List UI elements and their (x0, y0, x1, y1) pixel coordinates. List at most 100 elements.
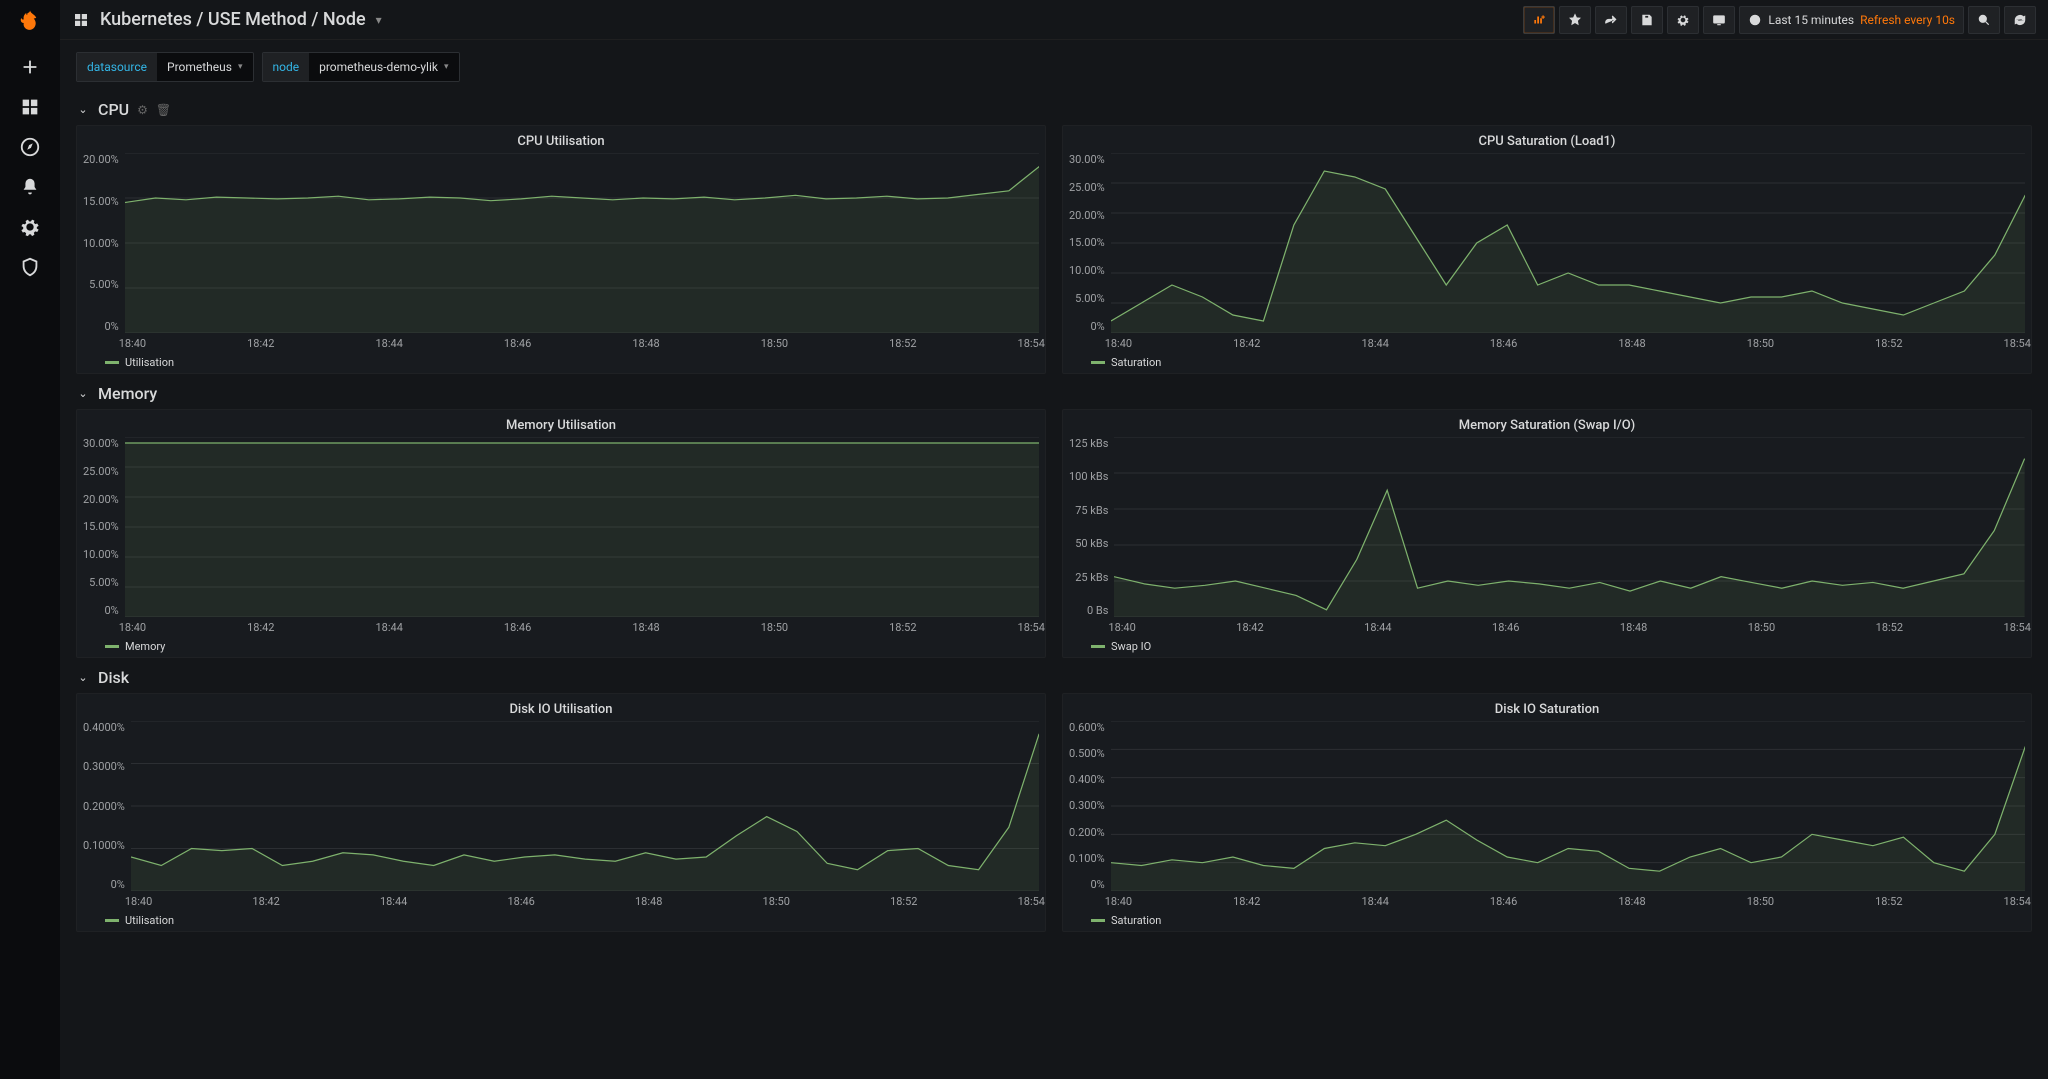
gear-icon[interactable]: ⚙ (137, 103, 148, 117)
panel-title: Disk IO Saturation (1063, 694, 2031, 721)
panel-title: Disk IO Utilisation (77, 694, 1045, 721)
chevron-down-icon: ⌄ (76, 387, 90, 400)
breadcrumb[interactable]: Kubernetes / USE Method / Node ▾ (72, 9, 382, 30)
bell-icon[interactable] (19, 176, 41, 198)
gear-icon[interactable] (19, 216, 41, 238)
datasource-variable[interactable]: datasource Prometheus▾ (76, 52, 254, 82)
panel-cpu_util[interactable]: CPU Utilisation 20.00%15.00%10.00%5.00%0… (76, 125, 1046, 374)
page-title: Kubernetes / USE Method / Node (100, 9, 366, 30)
settings-button[interactable] (1667, 6, 1699, 34)
panel-row: Memory Utilisation 30.00%25.00%20.00%15.… (76, 409, 2032, 658)
chart: 20.00%15.00%10.00%5.00%0% 18:4018:4218:4… (77, 153, 1045, 352)
share-button[interactable] (1595, 6, 1627, 34)
chevron-down-icon: ▾ (238, 62, 243, 72)
legend-swatch (1091, 645, 1105, 648)
y-axis: 0.600%0.500%0.400%0.300%0.200%0.100%0% (1069, 721, 1111, 891)
x-axis: 18:4018:4218:4418:4618:4818:5018:5218:54 (1114, 617, 2025, 636)
legend-label: Saturation (1111, 356, 1161, 369)
monitor-icon (1712, 13, 1726, 27)
row-title: CPU (98, 100, 129, 119)
x-axis: 18:4018:4218:4418:4618:4818:5018:5218:54 (1111, 333, 2025, 352)
row-header-memory[interactable]: ⌄ Memory (76, 374, 2032, 409)
panel-disk_util[interactable]: Disk IO Utilisation 0.4000%0.3000%0.2000… (76, 693, 1046, 932)
legend-swatch (105, 645, 119, 648)
variable-label: datasource (77, 53, 157, 81)
legend-swatch (105, 361, 119, 364)
time-range-label: Last 15 minutes (1768, 13, 1854, 27)
legend-label: Utilisation (125, 356, 174, 369)
clock-icon (1748, 13, 1762, 27)
zoom-out-button[interactable] (1968, 6, 2000, 34)
grafana-logo-icon[interactable] (15, 8, 45, 38)
refresh-icon (2013, 13, 2027, 27)
refresh-interval-label: Refresh every 10s (1860, 13, 1955, 27)
panel-row: Disk IO Utilisation 0.4000%0.3000%0.2000… (76, 693, 2032, 932)
panel-title: Memory Utilisation (77, 410, 1045, 437)
dashboard-content: ⌄ CPU ⚙ 🗑 CPU Utilisation 20.00%15.00%10… (60, 82, 2048, 1079)
chevron-down-icon: ⌄ (76, 671, 90, 684)
panel-title: CPU Saturation (Load1) (1063, 126, 2031, 153)
compass-icon[interactable] (19, 136, 41, 158)
gear-icon (1676, 13, 1690, 27)
legend-swatch (1091, 361, 1105, 364)
panel-disk_sat[interactable]: Disk IO Saturation 0.600%0.500%0.400%0.3… (1062, 693, 2032, 932)
legend-swatch (105, 919, 119, 922)
magnifier-icon (1977, 13, 1991, 27)
legend[interactable]: Utilisation (77, 910, 1045, 927)
panel-title: Memory Saturation (Swap I/O) (1063, 410, 2031, 437)
dashboard-grid-icon (72, 11, 90, 29)
plus-icon[interactable] (19, 56, 41, 78)
panel-row: CPU Utilisation 20.00%15.00%10.00%5.00%0… (76, 125, 2032, 374)
shield-icon[interactable] (19, 256, 41, 278)
chart: 125 kBs100 kBs75 kBs50 kBs25 kBs0 Bs 18:… (1063, 437, 2031, 636)
legend[interactable]: Saturation (1063, 352, 2031, 369)
x-axis: 18:4018:4218:4418:4618:4818:5018:5218:54 (125, 333, 1039, 352)
y-axis: 30.00%25.00%20.00%15.00%10.00%5.00%0% (83, 437, 125, 617)
chart: 0.600%0.500%0.400%0.300%0.200%0.100%0% 1… (1063, 721, 2031, 910)
bar-chart-plus-icon (1532, 13, 1546, 27)
row-header-disk[interactable]: ⌄ Disk (76, 658, 2032, 693)
legend-label: Memory (125, 640, 165, 653)
variable-value[interactable]: prometheus-demo-ylik▾ (309, 53, 458, 81)
node-variable[interactable]: node prometheus-demo-ylik▾ (262, 52, 460, 82)
legend-swatch (1091, 919, 1105, 922)
legend[interactable]: Swap IO (1063, 636, 2031, 653)
chevron-down-icon: ⌄ (76, 103, 90, 116)
panel-cpu_sat[interactable]: CPU Saturation (Load1) 30.00%25.00%20.00… (1062, 125, 2032, 374)
row-title: Disk (98, 668, 129, 687)
star-button[interactable] (1559, 6, 1591, 34)
chart: 30.00%25.00%20.00%15.00%10.00%5.00%0% 18… (77, 437, 1045, 636)
panel-mem_util[interactable]: Memory Utilisation 30.00%25.00%20.00%15.… (76, 409, 1046, 658)
x-axis: 18:4018:4218:4418:4618:4818:5018:5218:54 (125, 617, 1039, 636)
chevron-down-icon: ▾ (444, 62, 449, 72)
variable-bar: datasource Prometheus▾ node prometheus-d… (60, 40, 2048, 82)
legend-label: Utilisation (125, 914, 174, 927)
legend[interactable]: Saturation (1063, 910, 2031, 927)
x-axis: 18:4018:4218:4418:4618:4818:5018:5218:54 (131, 891, 1039, 910)
save-button[interactable] (1631, 6, 1663, 34)
sidebar (0, 0, 60, 1079)
y-axis: 125 kBs100 kBs75 kBs50 kBs25 kBs0 Bs (1069, 437, 1114, 617)
add-panel-button[interactable] (1523, 6, 1555, 34)
legend-label: Saturation (1111, 914, 1161, 927)
legend[interactable]: Memory (77, 636, 1045, 653)
row-header-cpu[interactable]: ⌄ CPU ⚙ 🗑 (76, 90, 2032, 125)
panel-title: CPU Utilisation (77, 126, 1045, 153)
time-range-picker[interactable]: Last 15 minutes Refresh every 10s (1739, 6, 1964, 34)
apps-icon[interactable] (19, 96, 41, 118)
chevron-down-icon: ▾ (376, 13, 382, 27)
chart: 30.00%25.00%20.00%15.00%10.00%5.00%0% 18… (1063, 153, 2031, 352)
variable-value[interactable]: Prometheus▾ (157, 53, 253, 81)
toolbar-right: Last 15 minutes Refresh every 10s (1523, 6, 2036, 34)
y-axis: 0.4000%0.3000%0.2000%0.1000%0% (83, 721, 131, 891)
variable-label: node (263, 53, 310, 81)
share-icon (1604, 13, 1618, 27)
legend[interactable]: Utilisation (77, 352, 1045, 369)
tv-mode-button[interactable] (1703, 6, 1735, 34)
trash-icon[interactable]: 🗑 (156, 103, 171, 117)
refresh-button[interactable] (2004, 6, 2036, 34)
topbar: Kubernetes / USE Method / Node ▾ Last 15… (60, 0, 2048, 40)
y-axis: 30.00%25.00%20.00%15.00%10.00%5.00%0% (1069, 153, 1111, 333)
legend-label: Swap IO (1111, 640, 1151, 653)
panel-mem_sat[interactable]: Memory Saturation (Swap I/O) 125 kBs100 … (1062, 409, 2032, 658)
